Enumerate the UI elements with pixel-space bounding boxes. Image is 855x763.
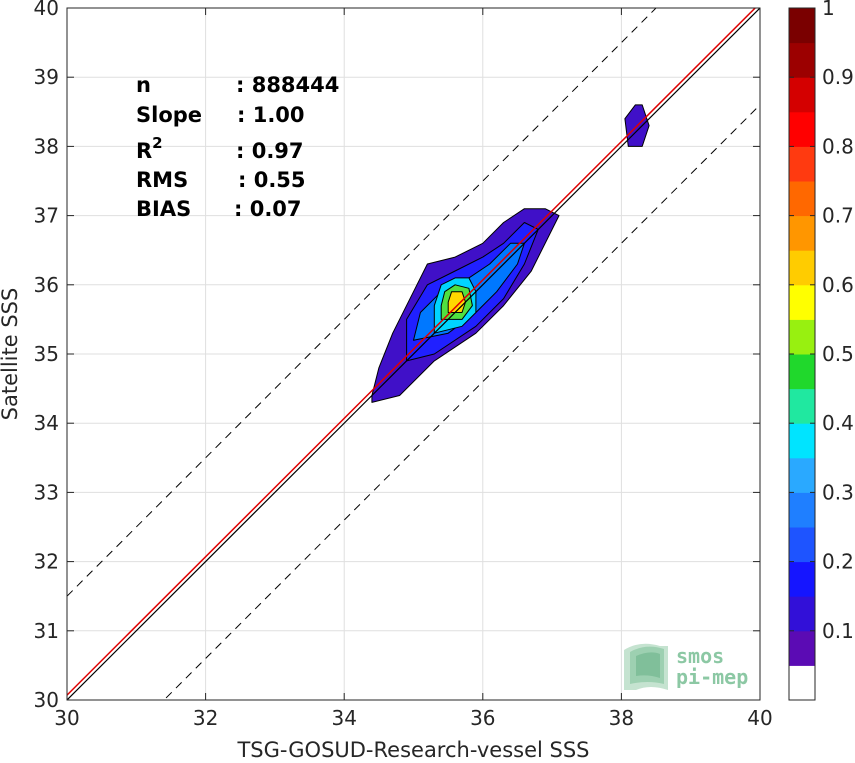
stat-label-text: R xyxy=(136,139,152,163)
x-tick-label: 38 xyxy=(609,706,634,730)
colorbar-tick-label: 0.4 xyxy=(822,411,854,435)
y-tick-label: 35 xyxy=(34,342,59,366)
x-axis-label: TSG-GOSUD-Research-vessel SSS xyxy=(236,738,589,762)
stat-label-text: RMS xyxy=(136,168,188,192)
colorbar-swatch xyxy=(789,250,815,286)
colorbar-swatch xyxy=(789,665,815,701)
plot-area: 30 32 34 36 38 40 30 31 32 33 34 35 36 37 38 39 40 TSG-GO… xyxy=(0,0,773,762)
colorbar-swatch xyxy=(789,111,815,147)
colorbar-swatch xyxy=(789,457,815,493)
colorbar-tick-label: 1 xyxy=(822,0,835,20)
stat-value: : 888444 xyxy=(236,73,339,97)
colorbar-tick-label: 0.6 xyxy=(822,273,854,297)
logo-graphic xyxy=(624,643,668,690)
density-contour-5 xyxy=(447,291,466,313)
stat-label: BIAS xyxy=(136,197,191,221)
stat-label-text: BIAS xyxy=(136,197,191,221)
x-tick-label: 40 xyxy=(747,706,772,730)
colorbar-swatch xyxy=(789,181,815,217)
colorbar-swatch xyxy=(789,42,815,78)
colorbar-swatch xyxy=(789,77,815,113)
colorbar-swatch xyxy=(789,423,815,459)
colorbar-swatch xyxy=(789,284,815,320)
x-tick-label: 30 xyxy=(54,706,79,730)
stat-label: RMS xyxy=(136,168,188,192)
x-tick-label: 32 xyxy=(193,706,218,730)
colorbar: 0.1 0.2 0.3 0.4 0.5 0.6 0.7 0.8 0.9 1 xyxy=(788,0,854,701)
colorbar-swatch xyxy=(789,388,815,424)
y-axis-label: Satellite SSS xyxy=(0,288,22,421)
stat-label-superscript: 2 xyxy=(152,134,162,152)
stat-label: Slope xyxy=(136,103,202,127)
colorbar-tick-label: 0.3 xyxy=(822,480,854,504)
colorbar-swatch xyxy=(789,596,815,632)
y-tick-label: 36 xyxy=(34,273,59,297)
y-tick-label: 34 xyxy=(34,411,59,435)
plot-content xyxy=(67,8,760,700)
y-tick-label: 30 xyxy=(34,688,59,712)
lower-dashed-line xyxy=(163,104,760,700)
stats-box: n : 888444 Slope : 1.00 R2 : 0.97 RMS : 0.55 BIA… xyxy=(136,73,339,221)
y-tick-label: 33 xyxy=(34,480,59,504)
smos-pimep-logo: smos pi-mep xyxy=(624,643,748,690)
stat-label: n xyxy=(136,73,151,97)
colorbar-swatch xyxy=(789,146,815,182)
stat-value: : 0.07 xyxy=(234,197,302,221)
y-tick-label: 38 xyxy=(34,134,59,158)
stat-value: : 1.00 xyxy=(237,103,305,127)
x-tick-label: 36 xyxy=(470,706,495,730)
colorbar-tick-label: 0.5 xyxy=(822,342,854,366)
y-tick-label: 37 xyxy=(34,204,59,228)
colorbar-tick-label: 0.8 xyxy=(822,134,854,158)
stat-value: : 0.55 xyxy=(238,168,306,192)
logo-line2: pi-mep xyxy=(676,665,748,689)
fit-line xyxy=(67,8,757,696)
x-tick-label: 34 xyxy=(331,706,356,730)
y-tick-label: 39 xyxy=(34,65,59,89)
colorbar-tick-label: 0.1 xyxy=(822,619,854,643)
colorbar-swatch xyxy=(789,354,815,390)
colorbar-swatch xyxy=(789,8,815,44)
colorbar-tick-label: 0.2 xyxy=(822,550,854,574)
colorbar-tick-label: 0.9 xyxy=(822,65,854,89)
y-tick-label: 40 xyxy=(34,0,59,20)
stat-label: R2 xyxy=(136,134,163,163)
colorbar-tick-label: 0.7 xyxy=(822,204,854,228)
colorbar-swatch xyxy=(789,215,815,251)
stat-label-text: Slope xyxy=(136,103,202,127)
stat-value: : 0.97 xyxy=(236,139,304,163)
colorbar-swatch xyxy=(789,492,815,528)
colorbar-swatch xyxy=(789,319,815,355)
stat-label-text: n xyxy=(136,73,151,97)
identity-line xyxy=(67,8,760,700)
logo-line1: smos xyxy=(676,644,724,668)
colorbar-swatch xyxy=(789,527,815,563)
colorbar-swatch xyxy=(789,561,815,597)
colorbar-swatch xyxy=(789,630,815,666)
y-tick-label: 31 xyxy=(34,619,59,643)
y-tick-label: 32 xyxy=(34,550,59,574)
upper-dashed-line xyxy=(67,8,657,597)
